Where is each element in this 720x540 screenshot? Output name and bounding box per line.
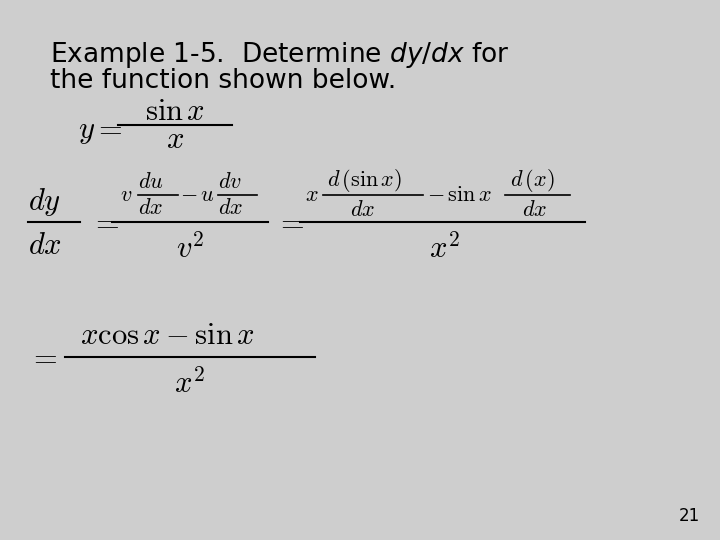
Text: $-\,\mathrm{sin}\,x$: $-\,\mathrm{sin}\,x$ [427,185,492,205]
Text: the function shown below.: the function shown below. [50,68,396,94]
Text: Example 1-5.  Determine $\mathit{dy/dx}$ for: Example 1-5. Determine $\mathit{dy/dx}$ … [50,40,510,70]
Text: $x^2$: $x^2$ [174,368,205,399]
Text: $=$: $=$ [90,207,120,237]
Text: $dx$: $dx$ [351,200,376,220]
Text: $d\,(\mathrm{sin}\,x)$: $d\,(\mathrm{sin}\,x)$ [327,166,402,193]
Text: $x\cos x - \sin x$: $x\cos x - \sin x$ [80,321,255,349]
Text: $v^2$: $v^2$ [176,233,204,264]
Text: $v$: $v$ [120,185,132,205]
Text: $x^2$: $x^2$ [429,233,461,264]
Text: $dx$: $dx$ [218,198,243,218]
Text: $\mathrm{sin}\,x$: $\mathrm{sin}\,x$ [145,98,205,126]
Text: $y =$: $y =$ [78,118,122,146]
Text: $x$: $x$ [166,125,184,154]
Text: $dx$: $dx$ [138,198,163,218]
Text: $=$: $=$ [275,207,305,237]
Text: $du$: $du$ [138,172,163,192]
Text: $d\,(x)$: $d\,(x)$ [510,166,554,193]
Text: 21: 21 [679,507,700,525]
Text: $x$: $x$ [305,185,319,205]
Text: $dv$: $dv$ [218,172,242,192]
Text: $-\,u$: $-\,u$ [180,185,215,205]
Text: $dx$: $dx$ [523,200,548,220]
Text: $=$: $=$ [28,342,58,372]
Text: $dx$: $dx$ [28,231,62,260]
Text: $dy$: $dy$ [28,186,61,218]
